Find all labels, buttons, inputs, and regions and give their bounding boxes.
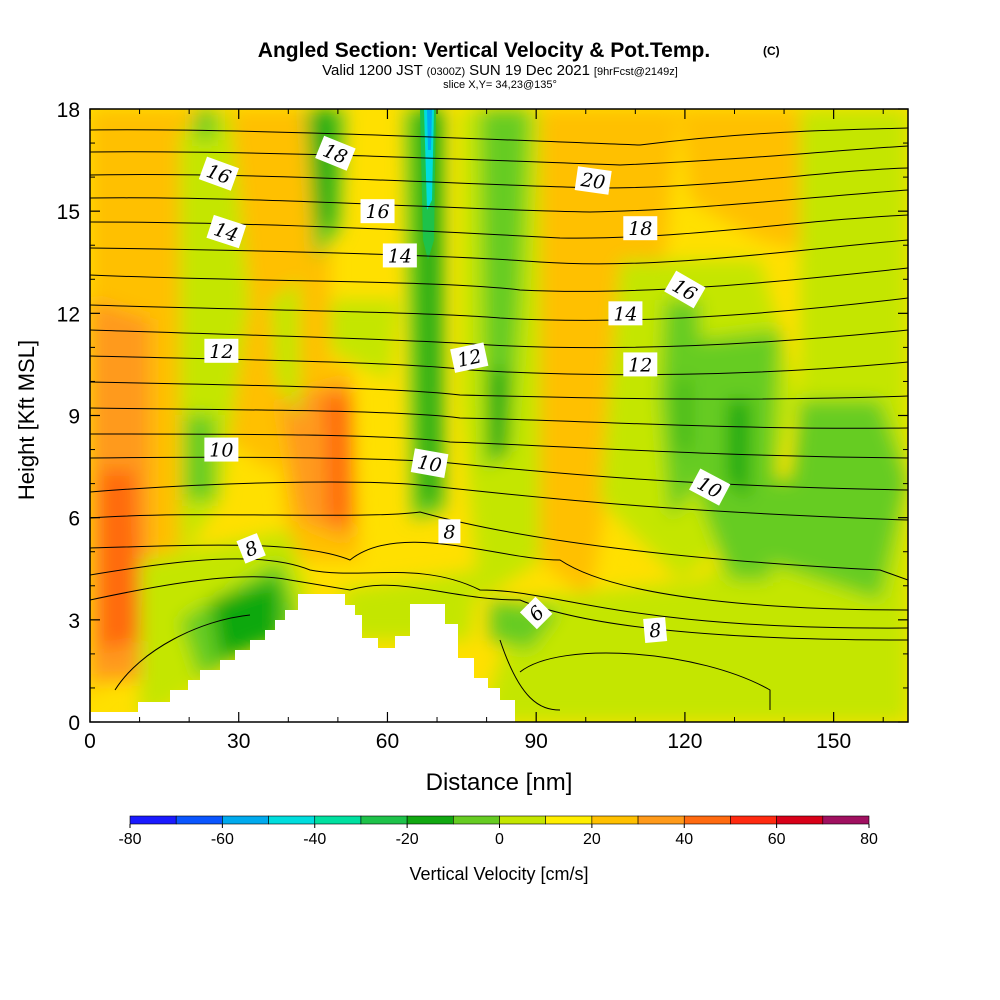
contour-label-box: [315, 135, 356, 171]
contour-label-box: [382, 243, 417, 268]
colorbar-tick-label: -40: [303, 831, 326, 848]
colorbar-swatch: [453, 815, 500, 825]
x-tick-label: 150: [816, 730, 851, 753]
colorbar-tick-label: -20: [396, 831, 419, 848]
contour-label: 12: [450, 342, 489, 373]
chart-title-unit: (C): [763, 44, 780, 58]
colorbar-swatch: [268, 815, 316, 825]
colorbar-swatch: [222, 815, 269, 825]
y-tick-label: 15: [57, 201, 80, 224]
colorbar-label: Vertical Velocity [cm/s]: [409, 864, 588, 884]
colorbar-swatch: [129, 815, 177, 825]
contour-label-text: 12: [628, 354, 652, 376]
velocity-field: [90, 109, 908, 722]
colorbar-swatch: [822, 815, 870, 825]
contour-label: 8: [438, 519, 461, 544]
contour-label: 12: [204, 338, 239, 363]
contour-label: 10: [204, 437, 239, 462]
colorbar-swatch: [406, 815, 454, 825]
colorbar-swatch: [175, 815, 223, 825]
y-tick-label: 9: [68, 406, 80, 429]
colorbar-tick-label: 0: [495, 831, 504, 848]
y-tick-label: 3: [68, 610, 80, 633]
colorbar-swatch: [499, 815, 546, 825]
colorbar-swatch: [683, 815, 731, 825]
colorbar-tick-label: 80: [860, 831, 878, 848]
valid-time-line: Valid 1200 JST (0300Z) SUN 19 Dec 2021 […: [322, 62, 678, 79]
contour-label-text: 16: [365, 201, 389, 223]
contour-label-box: [450, 342, 489, 373]
colorbar-tick-label: 40: [675, 831, 693, 848]
colorbar-tick-label: 60: [768, 831, 786, 848]
contour-label: 8: [643, 617, 668, 643]
contour-label: 14: [382, 243, 417, 268]
terrain: [90, 594, 515, 722]
contour-label-text: 8: [443, 521, 455, 543]
y-axis-label: Height [Kft MSL]: [14, 340, 39, 500]
contour-label-box: [689, 468, 731, 506]
y-tick-label: 6: [68, 508, 80, 531]
contour-label-box: [623, 216, 658, 241]
contour-label-text: 10: [416, 451, 444, 477]
y-tick-label: 12: [57, 303, 80, 326]
contour-label-box: [360, 199, 395, 224]
contour-label-box: [574, 166, 612, 195]
y-tick-label: 18: [57, 99, 80, 122]
contour-label: 14: [608, 301, 643, 326]
contour-label-box: [643, 617, 668, 643]
contour-label-text: 10: [209, 440, 233, 462]
contour-label-box: [198, 156, 239, 191]
contour-label: 20: [574, 166, 612, 195]
contour-label-box: [438, 519, 461, 544]
contour-label-text: 8: [648, 620, 662, 643]
x-tick-label: 60: [376, 730, 399, 753]
colorbar-swatch: [591, 815, 639, 825]
contour-label-text: 20: [579, 169, 607, 194]
colorbar-tick-label: 20: [583, 831, 601, 848]
colorbar-swatch: [730, 815, 777, 825]
chart-title: Angled Section: Vertical Velocity & Pot.…: [258, 39, 710, 62]
x-tick-label: 120: [667, 730, 702, 753]
contour-label-text: 12: [209, 341, 233, 363]
colorbar-tick-label: -80: [118, 831, 141, 848]
contour-label: 16: [198, 156, 239, 191]
contour-label-box: [623, 352, 658, 377]
contour-label: 8: [236, 533, 266, 564]
colorbar: -80 -60 -40 -20 0 20 40 60 80: [118, 815, 878, 848]
colorbar-swatch: [776, 815, 824, 825]
contour-label-text: 14: [388, 245, 412, 267]
slice-info: slice X,Y= 34,23@135°: [443, 79, 557, 91]
contour-label: 16: [360, 199, 395, 224]
contour-label-text: 18: [628, 218, 652, 240]
contour-label: 18: [623, 216, 658, 241]
contour-label-box: [664, 270, 706, 309]
colorbar-swatch: [360, 815, 408, 825]
contour-label-text: 12: [455, 345, 483, 372]
y-axis: 0 3 6 9 12 15 18: [57, 99, 908, 735]
contour-label: 12: [623, 352, 658, 377]
isentropes: [90, 127, 908, 711]
colorbar-swatch: [314, 815, 362, 825]
x-tick-label: 0: [84, 730, 96, 753]
contour-label-box: [608, 301, 643, 326]
x-axis-label: Distance [nm]: [426, 769, 573, 796]
x-tick-label: 30: [227, 730, 250, 753]
colorbar-swatch: [545, 815, 593, 825]
contour-label-box: [204, 338, 239, 363]
contour-label: 10: [410, 448, 449, 478]
contour-label-box: [410, 448, 449, 478]
contour-label-box: [236, 533, 266, 564]
x-tick-label: 90: [525, 730, 548, 753]
contour-label-box: [519, 596, 553, 630]
contour-label-box: [204, 437, 239, 462]
x-axis: 0 30 60 90 120 150: [84, 109, 884, 753]
contour-label-text: 14: [613, 303, 637, 325]
colorbar-swatch: [637, 815, 685, 825]
contour-label-box: [206, 214, 247, 249]
colorbar-tick-label: -60: [211, 831, 234, 848]
y-tick-label: 0: [68, 712, 80, 735]
